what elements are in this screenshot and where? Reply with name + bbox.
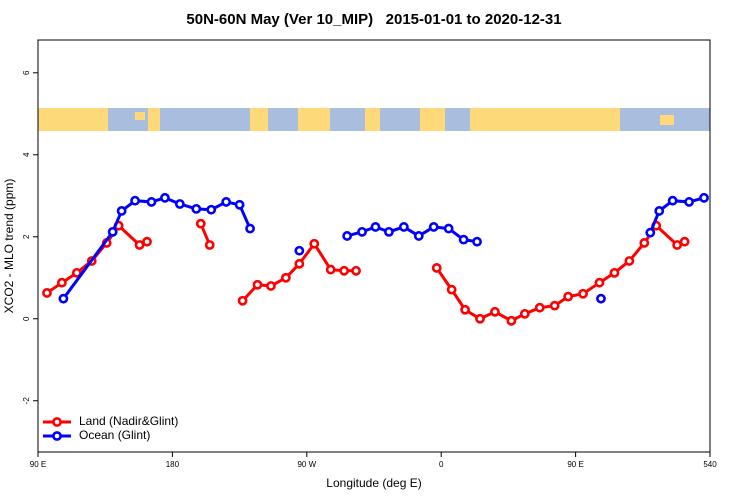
- data-point: [174, 199, 185, 209]
- data-point: [413, 231, 424, 241]
- data-point: [134, 240, 145, 250]
- data-point: [309, 238, 320, 249]
- series-line: [46, 223, 686, 323]
- data-point: [234, 199, 245, 210]
- data-point: [342, 231, 353, 241]
- data-point: [506, 315, 517, 326]
- data-point: [130, 195, 140, 206]
- data-point: [206, 204, 217, 215]
- data-point: [639, 238, 650, 248]
- data-point: [245, 223, 255, 234]
- data-point: [446, 284, 457, 295]
- data-point: [384, 226, 394, 237]
- data-point: [578, 288, 588, 299]
- data-point: [71, 267, 82, 278]
- data-point: [191, 203, 202, 214]
- data-point: [339, 265, 350, 276]
- y-axis-label: XCO2 - MLO trend (ppm): [2, 179, 16, 314]
- data-point: [667, 195, 678, 206]
- y-tick-label: 0: [22, 316, 31, 321]
- data-point: [160, 192, 170, 203]
- data-point: [699, 192, 709, 203]
- map-strip: [38, 108, 710, 131]
- data-point: [428, 222, 439, 232]
- data-point: [351, 265, 361, 276]
- data-point: [534, 302, 545, 313]
- x-tick-label: 540: [703, 460, 717, 469]
- data-point: [609, 267, 620, 278]
- x-tick-label: 90 E: [30, 460, 46, 469]
- x-tick-label: 90 W: [297, 460, 316, 469]
- data-point: [107, 226, 118, 237]
- data-point: [42, 288, 52, 298]
- data-point: [624, 256, 635, 266]
- x-tick-label: 0: [439, 460, 444, 469]
- data-point: [294, 258, 305, 269]
- legend-label: Ocean (Glint): [79, 428, 150, 442]
- y-tick-label: 4: [22, 152, 31, 157]
- data-point: [221, 197, 232, 207]
- data-point: [252, 279, 263, 290]
- y-tick-label: 6: [22, 70, 31, 75]
- data-point: [370, 222, 381, 232]
- data-point: [116, 206, 127, 216]
- data-point: [431, 263, 442, 273]
- data-point: [325, 264, 336, 275]
- data-point: [490, 306, 500, 317]
- y-tick-label: 2: [22, 234, 31, 239]
- data-point: [458, 234, 469, 245]
- data-point: [654, 206, 665, 216]
- data-point: [195, 218, 206, 229]
- data-point: [58, 293, 69, 304]
- data-point: [596, 293, 606, 304]
- y-tick-label: -2: [22, 397, 31, 405]
- data-point: [204, 240, 215, 250]
- x-axis-label: Longitude (deg E): [326, 476, 421, 490]
- legend-marker: [52, 431, 62, 441]
- data-point: [645, 227, 656, 238]
- data-point: [56, 277, 67, 288]
- data-point: [519, 308, 530, 319]
- legend-label: Land (Nadir&Glint): [79, 414, 178, 428]
- data-point: [475, 313, 485, 324]
- data-point: [294, 245, 305, 256]
- data-point: [237, 295, 248, 306]
- data-point: [460, 304, 470, 315]
- data-point: [398, 222, 409, 232]
- plot-frame: [37, 39, 711, 453]
- data-point: [146, 197, 157, 207]
- data-point: [472, 236, 482, 247]
- data-point: [679, 236, 690, 247]
- chart-title: 50N-60N May (Ver 10_MIP) 2015-01-01 to 2…: [186, 11, 561, 28]
- data-point: [549, 300, 560, 311]
- x-tick-label: 180: [166, 460, 180, 469]
- data-point: [672, 240, 683, 250]
- data-point: [357, 226, 367, 237]
- x-tick-label: 90 E: [567, 460, 583, 469]
- series-line: [62, 196, 705, 300]
- data-point: [563, 291, 574, 302]
- legend-marker: [52, 417, 62, 427]
- data-point: [443, 223, 454, 234]
- data-point: [594, 277, 605, 288]
- data-point: [142, 236, 152, 247]
- data-point: [684, 197, 694, 207]
- data-point: [266, 281, 276, 291]
- data-point: [280, 272, 291, 283]
